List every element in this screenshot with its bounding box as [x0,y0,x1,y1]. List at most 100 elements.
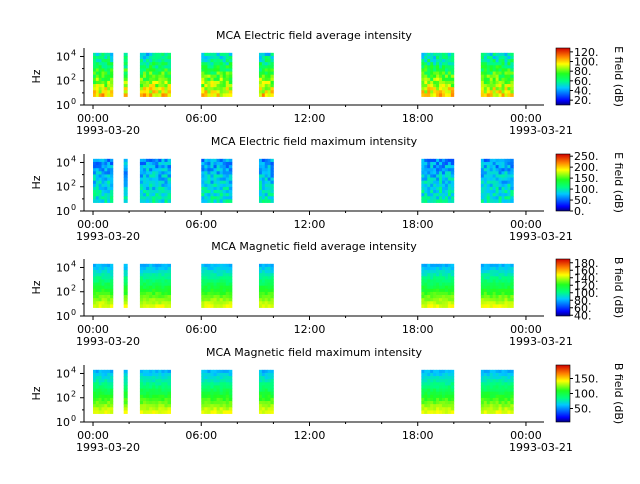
heatmap-cell [139,183,144,188]
heatmap-cell [213,158,217,163]
heatmap-cell [161,279,165,283]
heatmap-cell [433,394,437,399]
heatmap-cell [270,288,274,293]
heatmap-cell [480,80,485,85]
heatmap-cell [436,171,440,175]
heatmap-cell [486,369,491,374]
heatmap-cell [210,401,214,405]
heatmap-cell [270,168,274,172]
heatmap-cell [216,186,221,191]
heatmap-cell [210,93,214,97]
heatmap-cell [264,65,269,69]
heatmap-cell [421,379,425,383]
heatmap-cell [267,401,271,405]
heatmap-cell [504,279,508,283]
heatmap-cell [149,186,153,191]
heatmap-cell [270,282,274,287]
heatmap-cell [258,369,263,374]
heatmap-cell [204,161,208,166]
heatmap-cell [142,270,147,274]
heatmap-cell [504,190,508,194]
heatmap-cell [93,196,97,200]
heatmap-cell [222,93,227,97]
heatmap-cell [110,168,114,172]
heatmap-cell [264,397,269,402]
heatmap-cell [442,190,446,194]
heatmap-cell [123,174,128,178]
heatmap-cell [421,180,425,185]
heatmap-cell [258,266,263,271]
heatmap-cell [98,301,102,305]
heatmap-cell [507,196,511,200]
heatmap-cell [507,55,511,60]
heatmap-cell [210,55,214,60]
heatmap-cell [123,407,128,411]
heatmap-cell [427,282,431,287]
heatmap-cell [421,80,425,85]
heatmap-cell [433,171,437,175]
heatmap-cell [146,369,150,374]
heatmap-cell [507,291,511,296]
heatmap-cell [430,52,434,57]
heatmap-cell [270,161,274,166]
heatmap-cell [498,177,502,182]
heatmap-cell [142,376,147,380]
heatmap-cell [167,180,171,185]
heatmap-cell [139,80,144,85]
heatmap-cell [139,74,144,79]
heatmap-cell [501,174,505,178]
heatmap-cell [164,285,168,290]
heatmap-cell [216,276,221,280]
heatmap-cell [167,168,171,172]
heatmap-cell [270,391,274,396]
heatmap-cell [152,186,156,191]
heatmap-cell [155,276,159,280]
heatmap-cell [201,171,205,175]
heatmap-cell [95,52,100,57]
heatmap-cell [501,87,505,91]
heatmap-cell [95,165,100,169]
heatmap-cell [228,93,233,97]
heatmap-cell [167,407,171,411]
heatmap-cell [421,199,425,203]
heatmap-cell [93,382,97,386]
heatmap-cell [424,65,428,69]
heatmap-cell [107,62,111,66]
heatmap-cell [430,369,434,374]
heatmap-cell [480,193,485,197]
heatmap-cell [498,410,502,414]
colorbar-tick-label: 100. [574,56,599,69]
heatmap-cell [204,177,208,182]
heatmap-cell [492,369,497,374]
heatmap-cell [480,382,485,386]
heatmap-cell [216,369,221,374]
heatmap-cell [149,407,153,411]
heatmap-cell [421,291,425,296]
heatmap-cell [213,55,217,60]
heatmap-cell [167,87,171,91]
heatmap-cell [152,404,156,408]
heatmap-cell [504,369,508,374]
heatmap-cell [480,288,485,293]
heatmap-cell [421,65,425,69]
heatmap-cell [142,263,147,268]
heatmap-cell [107,263,111,268]
heatmap-cell [492,52,497,57]
heatmap-cell [107,298,111,302]
heatmap-cell [495,263,499,268]
heatmap-cell [219,263,224,268]
heatmap-cell [123,199,128,203]
heatmap-cell [110,401,114,405]
heatmap-cell [161,379,165,383]
heatmap-cell [495,372,499,377]
heatmap-cell [427,291,431,296]
heatmap-cell [139,196,144,200]
heatmap-cell [167,391,171,396]
heatmap-cell [486,397,491,402]
heatmap-cell [501,186,505,191]
heatmap-cell [216,397,221,402]
heatmap-cell [161,388,165,393]
heatmap-cell [480,74,485,79]
heatmap-cell [489,291,494,296]
heatmap-cell [228,158,233,163]
